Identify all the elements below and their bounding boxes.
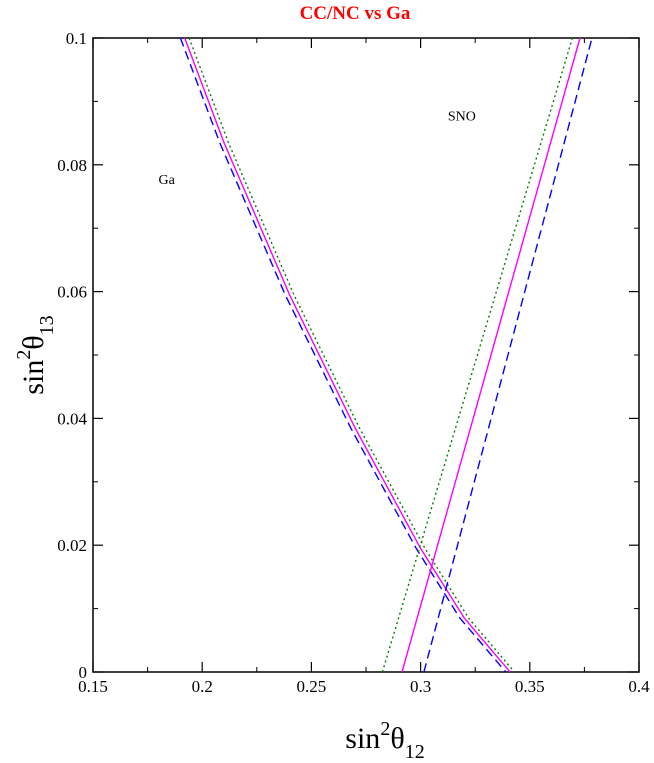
chart-title: CC/NC vs Ga bbox=[300, 3, 411, 24]
series-line-sno-dotted bbox=[381, 37, 574, 673]
y-tick-label: 0.02 bbox=[57, 536, 87, 555]
series-line-ga-dashed bbox=[179, 37, 507, 673]
series-layer bbox=[179, 37, 593, 673]
y-tick-label: 0.06 bbox=[57, 283, 87, 302]
annotation-layer: SNO Ga bbox=[159, 109, 476, 187]
y-tick-label: 0.04 bbox=[57, 409, 87, 428]
x-tick-label: 0.35 bbox=[515, 677, 545, 696]
x-tick-label: 0.2 bbox=[192, 677, 213, 696]
x-tick-label: 0.25 bbox=[297, 677, 327, 696]
y-tick-label: 0.08 bbox=[57, 156, 87, 175]
y-tick-label: 0.1 bbox=[66, 29, 87, 48]
y-axis-title-group: sin2θ13 bbox=[13, 315, 58, 394]
x-tick-label: 0.15 bbox=[78, 677, 108, 696]
x-tick-label: 0.4 bbox=[628, 677, 650, 696]
x-tick-label: 0.3 bbox=[410, 677, 431, 696]
y-tick-label: 0 bbox=[79, 663, 88, 682]
x-axis-title: sin2θ12 bbox=[345, 718, 424, 763]
axis-ticks: 0.15 0.2 0.25 0.3 0.35 0.4 0 0.02 0.04 0.06 0.08 0.… bbox=[57, 29, 650, 696]
annotation-ga: Ga bbox=[159, 173, 176, 188]
y-axis-title: sin2θ13 bbox=[13, 315, 58, 394]
series-line-sno-solid bbox=[401, 37, 581, 673]
plot-frame bbox=[92, 37, 640, 673]
series-line-ga-solid bbox=[184, 37, 511, 673]
series-line-ga-dotted bbox=[188, 37, 516, 673]
series-line-sno-dashed bbox=[423, 37, 593, 673]
annotation-sno: SNO bbox=[448, 109, 476, 124]
